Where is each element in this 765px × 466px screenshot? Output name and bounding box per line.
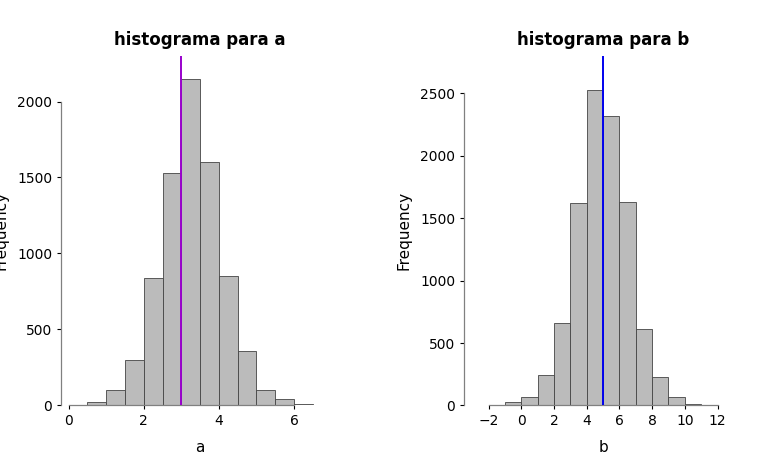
Bar <box>522 397 538 405</box>
X-axis label: b: b <box>598 439 608 454</box>
Bar <box>125 360 144 405</box>
Bar <box>200 162 219 405</box>
Bar <box>238 351 256 405</box>
Bar <box>144 278 163 405</box>
Bar <box>636 329 652 405</box>
Title: histograma para a: histograma para a <box>115 31 286 49</box>
Bar <box>669 397 685 405</box>
Bar <box>538 375 554 405</box>
Bar <box>571 203 587 405</box>
Bar <box>505 402 522 405</box>
Bar <box>106 390 125 405</box>
X-axis label: a: a <box>196 439 205 454</box>
Y-axis label: Frequency: Frequency <box>397 191 412 270</box>
Bar <box>685 404 702 405</box>
Bar <box>163 173 181 405</box>
Bar <box>275 399 294 405</box>
Y-axis label: Frequency: Frequency <box>0 191 8 270</box>
Bar <box>87 402 106 405</box>
Bar <box>181 79 200 405</box>
Bar <box>652 377 669 405</box>
Bar <box>294 404 313 405</box>
Bar <box>554 323 571 405</box>
Bar <box>587 89 603 405</box>
Bar <box>219 276 238 405</box>
Bar <box>620 202 636 405</box>
Bar <box>603 116 620 405</box>
Title: histograma para b: histograma para b <box>517 31 689 49</box>
Bar <box>256 390 275 405</box>
